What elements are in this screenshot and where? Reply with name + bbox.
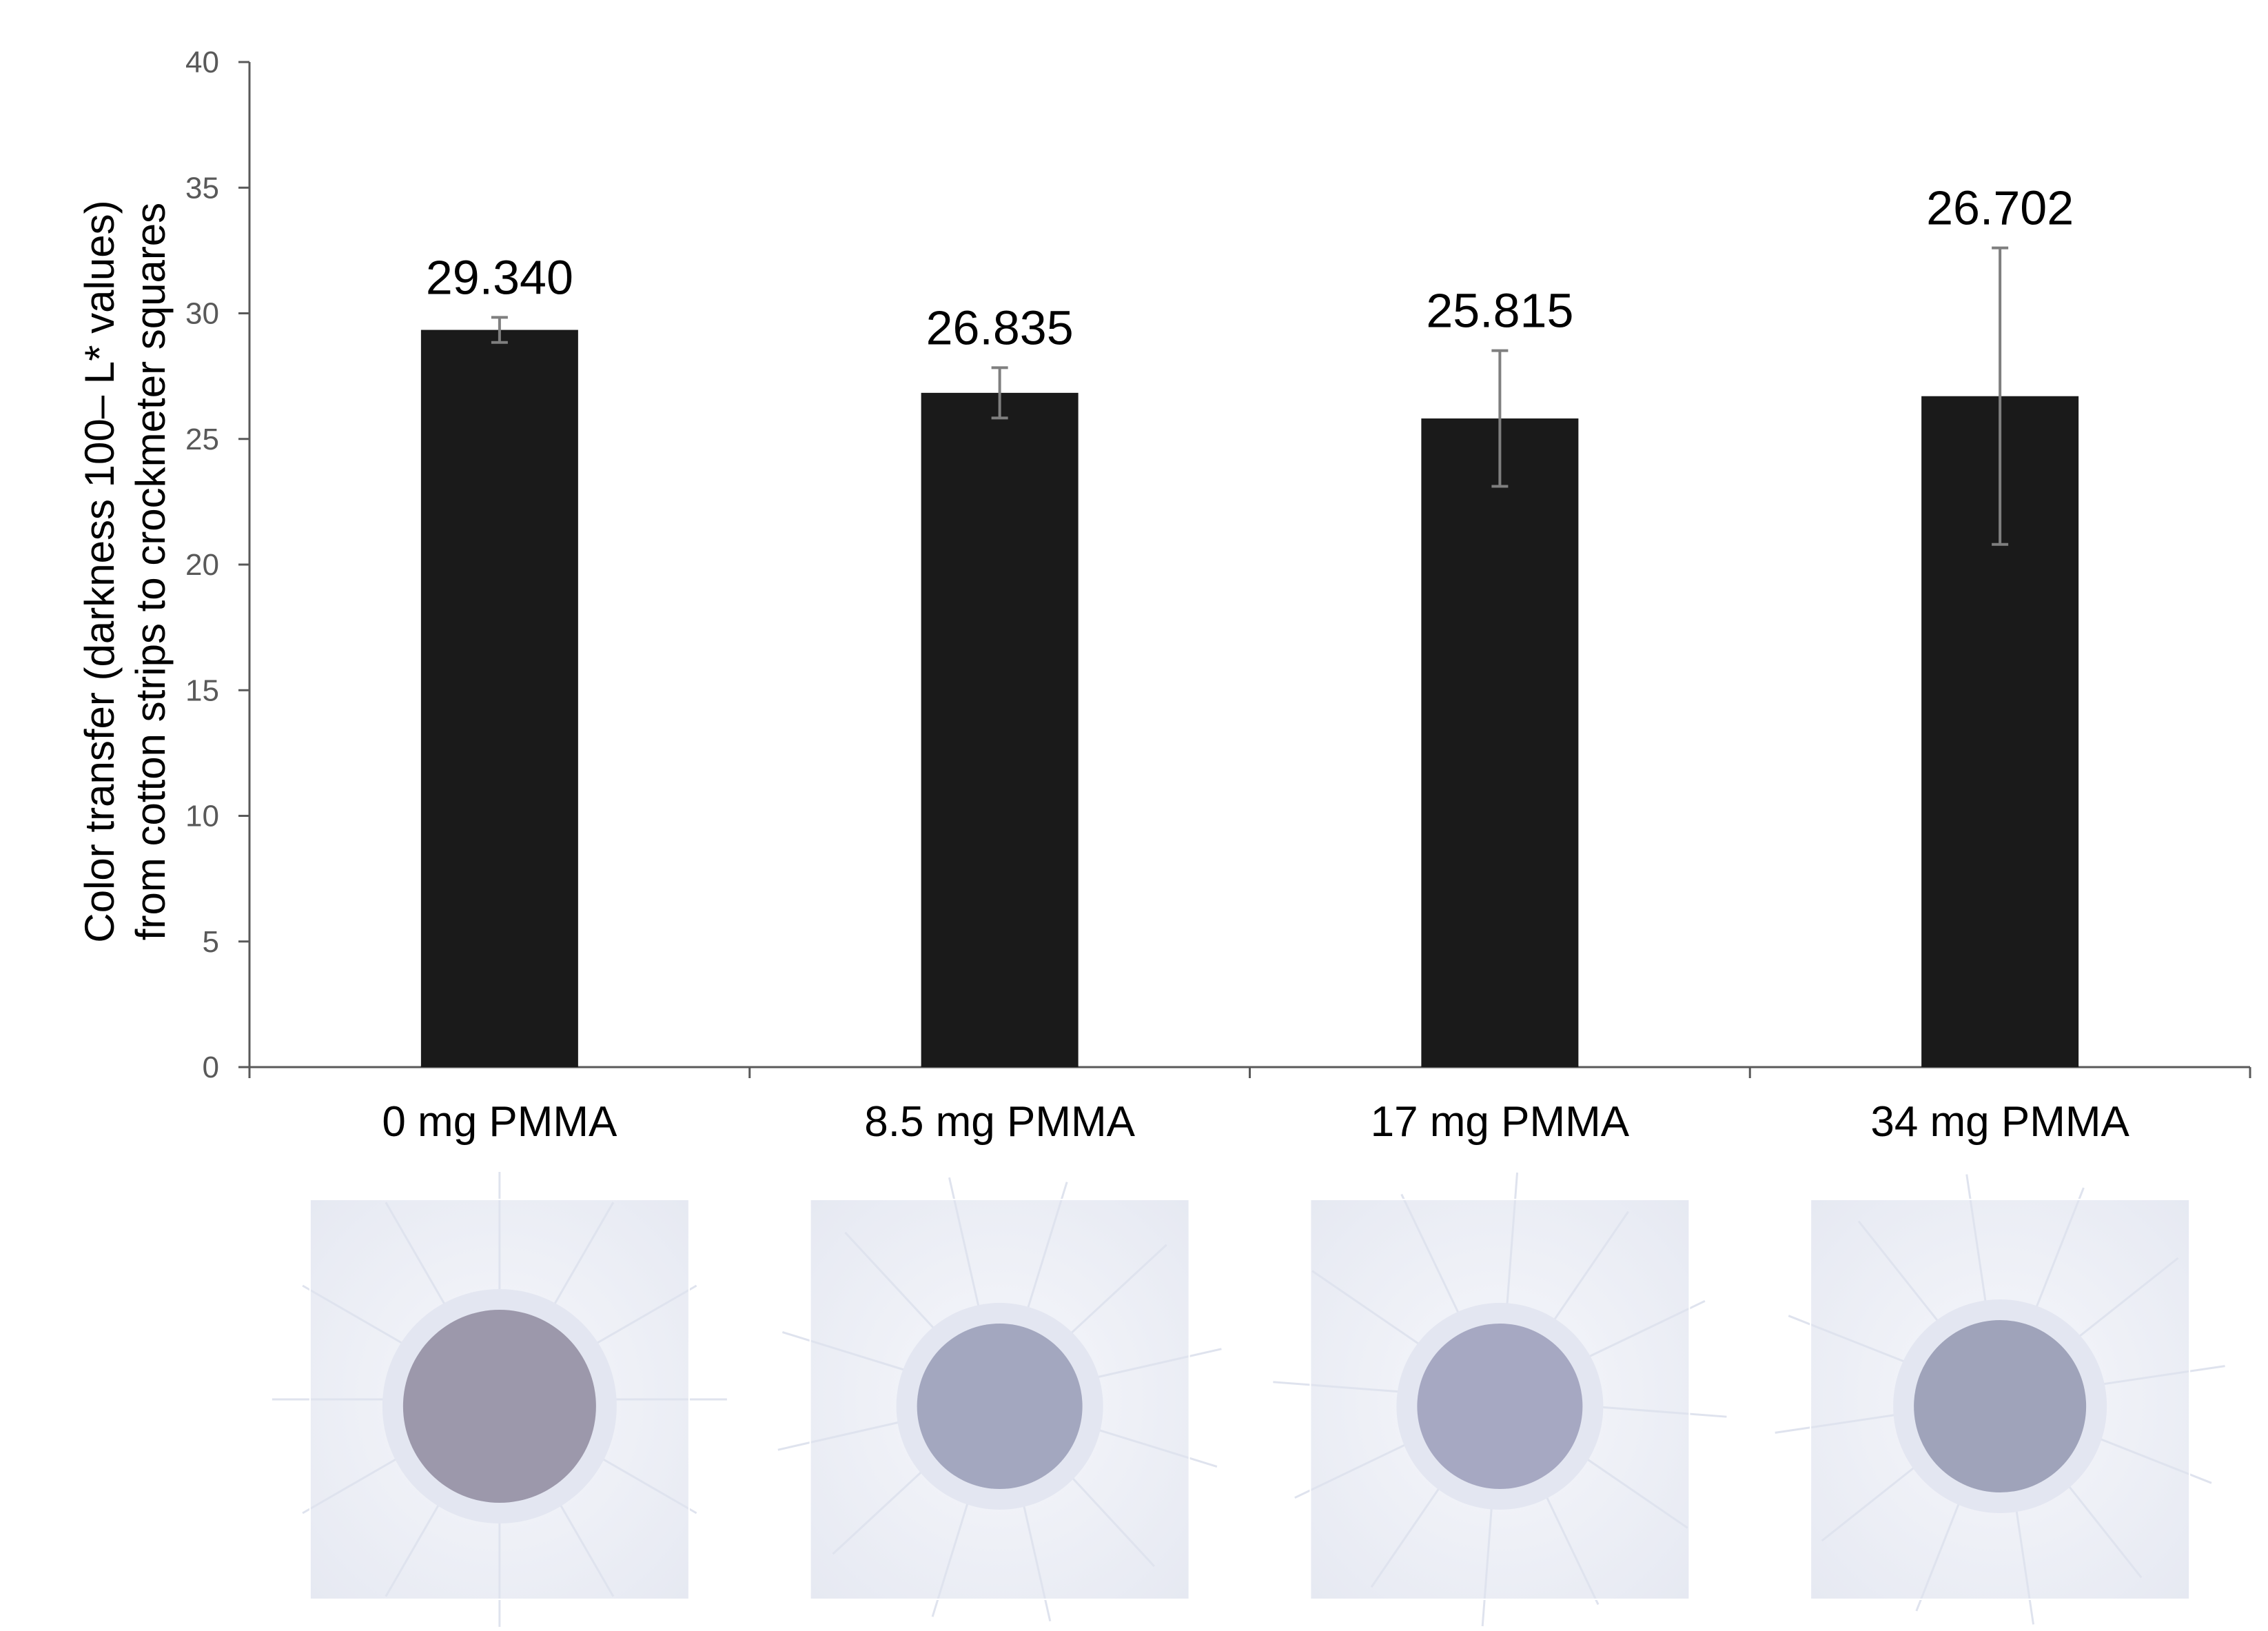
data-label: 26.702	[1926, 181, 2074, 235]
y-tick-label: 30	[185, 297, 219, 331]
data-label: 25.815	[1426, 284, 1573, 338]
y-axis-title-line: from cotton strips to crockmeter squares	[127, 203, 174, 940]
crockmeter-square-34mg	[1775, 1174, 2225, 1625]
category-label: 0 mg PMMA	[382, 1098, 617, 1146]
bar	[921, 392, 1079, 1067]
axes: 0 5 10 15 20 25 30 35 40	[185, 45, 2251, 1084]
stain-spot	[402, 1310, 596, 1503]
swatch-frame	[309, 1199, 690, 1600]
bars: 29.340 0 mg PMMA 26.835 8.5 mg PMMA 25.815 17…	[382, 181, 2129, 1146]
y-tick-label: 35	[185, 171, 219, 205]
y-axis-title-line: Color transfer (darkness 100– L* values)	[76, 200, 123, 942]
swatch-frame	[1810, 1199, 2191, 1600]
swatch-frame	[1309, 1199, 1690, 1600]
y-tick-label: 25	[185, 423, 219, 456]
stain-spot	[1417, 1324, 1583, 1489]
category-label: 8.5 mg PMMA	[864, 1098, 1135, 1146]
swatch-row	[272, 1172, 2225, 1627]
y-tick-label: 15	[185, 673, 219, 707]
bar	[1421, 418, 1579, 1067]
y-tick-label: 10	[185, 800, 219, 833]
data-label: 26.835	[926, 301, 1074, 354]
crockmeter-square-8.5mg	[777, 1177, 1222, 1622]
y-tick-label: 0	[203, 1051, 219, 1084]
bar	[420, 330, 578, 1067]
stain-spot	[1914, 1320, 2087, 1492]
swatch-frame	[809, 1199, 1190, 1600]
stain-spot	[917, 1324, 1083, 1489]
y-tick-label: 20	[185, 548, 219, 582]
data-label: 29.340	[426, 250, 573, 304]
y-tick-label: 40	[185, 45, 219, 79]
category-label: 17 mg PMMA	[1371, 1098, 1630, 1146]
crockmeter-square-17mg	[1273, 1172, 1727, 1627]
crockmeter-square-0mg	[272, 1172, 727, 1627]
category-label: 34 mg PMMA	[1870, 1098, 2129, 1146]
y-axis-title: Color transfer (darkness 100– L* values)…	[76, 200, 174, 942]
y-tick-label: 5	[203, 925, 219, 959]
